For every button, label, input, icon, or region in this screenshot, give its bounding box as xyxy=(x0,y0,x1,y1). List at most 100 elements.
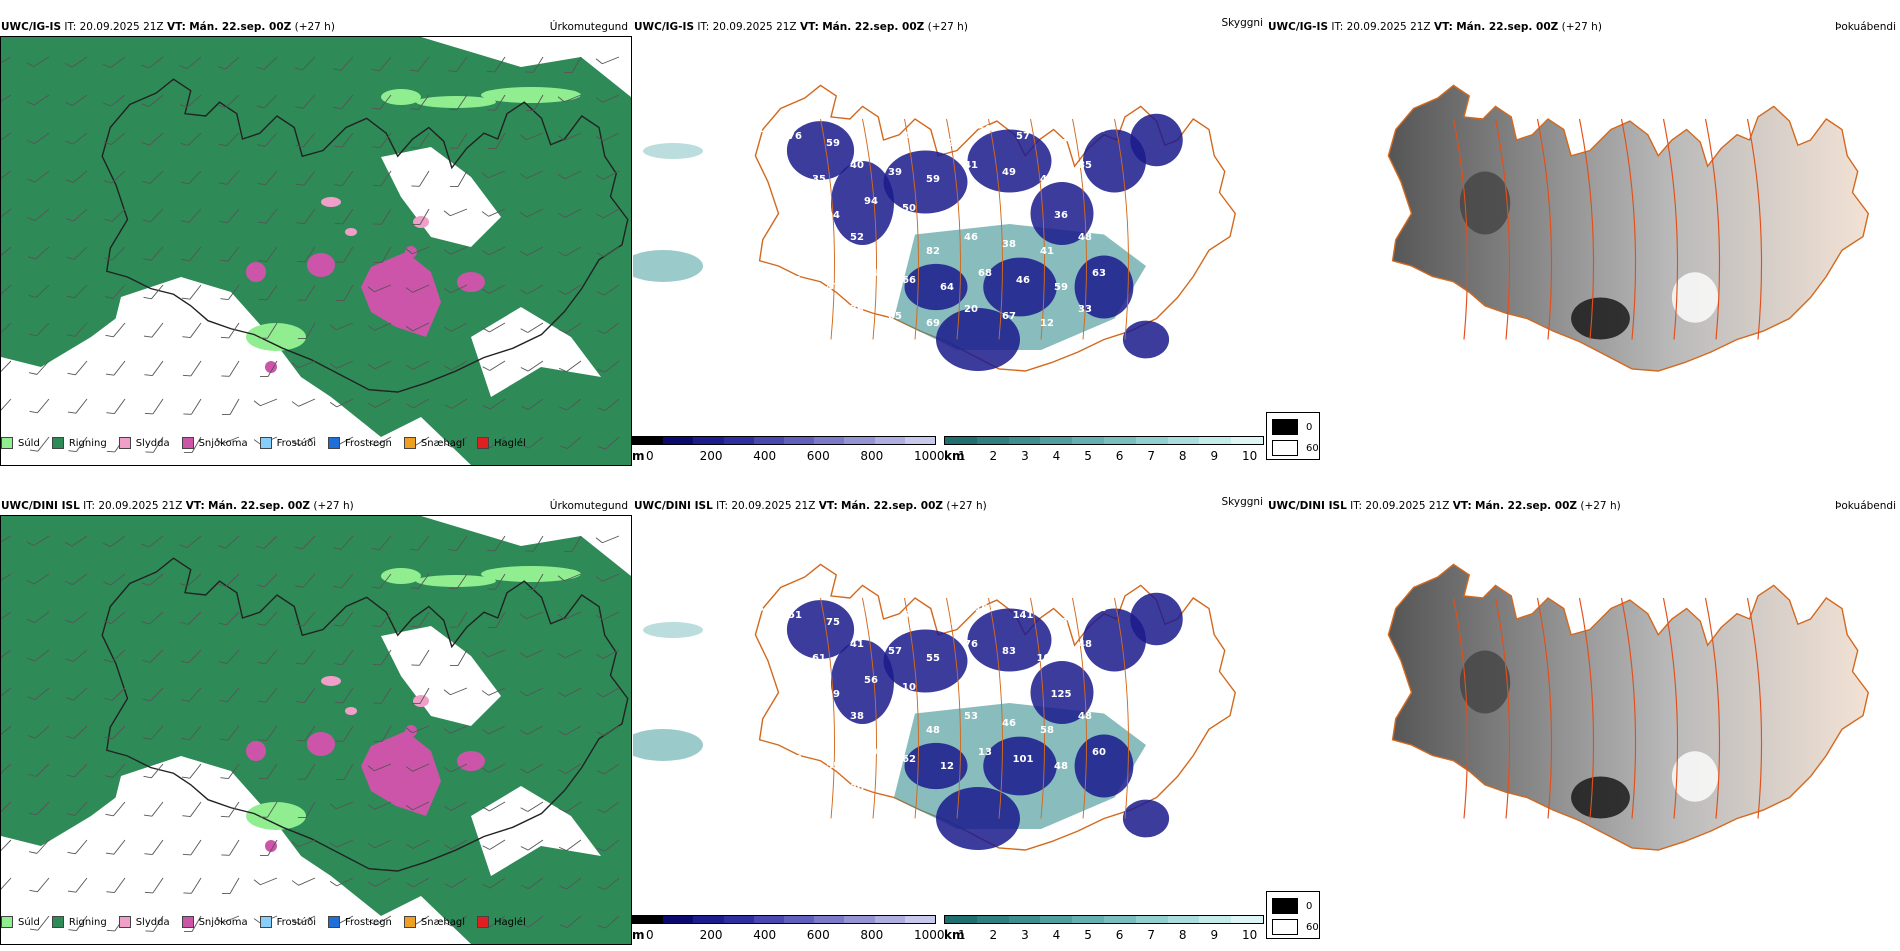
precip-panel-top: UWC/IG-IS IT: 20.09.2025 21Z VT: Mán. 22… xyxy=(0,14,632,466)
colorbar-tick-label: 1 xyxy=(958,449,966,463)
colorbar-tick-label: 2 xyxy=(989,928,998,942)
cloud-base-label: 47 xyxy=(774,718,788,729)
cloud-base-label: 75 xyxy=(826,617,840,628)
legend-swatch xyxy=(477,437,490,449)
legend-swatch xyxy=(1,916,13,928)
colorbar-tick-label: 800 xyxy=(860,449,884,463)
cloud-map: 94 56 67 46 42 58 45 47 72 116 63 51 75 62 68 105 103 141… xyxy=(633,515,1265,915)
cloud-base-label: 94 xyxy=(864,196,878,207)
precip-type-map xyxy=(0,37,631,465)
panel-title: UWC/IG-IS IT: 20.09.2025 21Z VT: Mán. 22… xyxy=(1,21,335,33)
legend-label: Snæhagl xyxy=(420,916,466,928)
cloud-base-label: 42 xyxy=(1002,95,1016,106)
cloud-base-label: 97 xyxy=(1054,138,1068,149)
cloud-base-label: 56 xyxy=(864,675,878,686)
fog-legend-row: 60 xyxy=(1272,919,1319,935)
legend-label: Rigning xyxy=(68,916,107,928)
cloud-base-label: 44 xyxy=(736,711,750,722)
cloud-base-label: 62 xyxy=(826,354,840,365)
cloud-base-label: 70 xyxy=(864,124,878,135)
cloud-base-label: 103 xyxy=(975,603,996,614)
fog-index-map xyxy=(1266,36,1900,436)
cloud-base-label: 48 xyxy=(1078,232,1092,243)
colorbar-bin xyxy=(663,916,694,923)
legend-swatch xyxy=(403,916,416,928)
colorbar-tick-label: 3 xyxy=(1021,928,1029,942)
cloud-base-label: 40 xyxy=(850,160,864,171)
colorbar-tick-label: 1 xyxy=(958,928,966,942)
cloud-base-label: 40 xyxy=(964,88,978,99)
colorbar-bin xyxy=(844,916,875,923)
cloud-base-label: 41 xyxy=(736,160,750,171)
colorbar-tick-label: 8 xyxy=(1178,449,1187,463)
cloud-base-label: 46 xyxy=(850,567,864,578)
cloud-base-unit: m xyxy=(632,928,645,942)
cloud-base-label: 109 xyxy=(785,203,806,214)
cloud-base-label: 307 xyxy=(747,340,768,351)
precip-map xyxy=(0,36,632,466)
cloud-base-label: 78 xyxy=(1092,675,1106,686)
legend-swatch xyxy=(328,916,340,928)
colorbar-bin xyxy=(844,437,875,444)
colorbar-bin xyxy=(904,916,936,923)
panel-name: Skyggni xyxy=(1221,496,1264,508)
colorbar-bin xyxy=(1103,916,1136,923)
cloud-base-label: 47 xyxy=(826,282,840,293)
fog-legend-row: 0 xyxy=(1272,419,1312,435)
colorbar-bin xyxy=(1135,437,1168,444)
cloud-base-label: 45 xyxy=(774,646,788,657)
fog-legend-value: 0 xyxy=(1306,900,1313,912)
cloud-base-label: 59 xyxy=(826,138,840,149)
colorbar-tick-label: 800 xyxy=(860,928,884,942)
colorbar-tick-label: 4 xyxy=(1052,449,1061,463)
cloud-base-label: 48 xyxy=(1078,639,1092,650)
colorbar-bin xyxy=(1103,437,1136,444)
colorbar-bin xyxy=(723,437,754,444)
colorbar-tick-label: 4 xyxy=(1052,928,1061,942)
legend-item: Súld xyxy=(1,437,40,449)
cloud-base-label: 69 xyxy=(864,747,878,758)
colorbar-tick-label: 0 xyxy=(646,449,654,463)
colorbar-bin xyxy=(874,916,905,923)
legend-item: Súld xyxy=(1,916,40,928)
cloud-base-label: 49 xyxy=(1002,167,1016,178)
cloud-base-label: 68 xyxy=(902,610,916,621)
fog-index-map xyxy=(1266,515,1900,915)
precip-map xyxy=(0,515,632,945)
cloud-base-label: 46 xyxy=(1016,275,1030,286)
cloud-base-label: 60 xyxy=(788,682,802,693)
cloud-base-label: 48 xyxy=(788,754,802,765)
cloud-base-label: 38 xyxy=(850,711,864,722)
cloud-base-label: 76 xyxy=(788,131,802,142)
legend-label: Slydda xyxy=(135,916,170,928)
colorbar-tick-label: 200 xyxy=(699,928,723,942)
cloud-base-map: 02 60 59 62 64 48 40 42 55 58 51 76 59 70 43 92 50 57 97 66… xyxy=(633,36,1265,436)
fog-panel-top: UWC/IG-IS IT: 20.09.2025 21Z VT: Mán. 22… xyxy=(1266,14,1900,466)
cloud-base-label: 50 xyxy=(978,124,992,135)
legend-label: Súld xyxy=(18,437,40,449)
cloud-base-unit: m xyxy=(632,449,645,463)
cloud-base-label: 60 xyxy=(978,196,992,207)
cloud-base-label: 69 xyxy=(926,318,940,329)
cloud-panel-bottom: UWC/DINI ISL IT: 20.09.2025 21Z VT: Mán.… xyxy=(633,493,1265,945)
cloud-base-label: 64 xyxy=(888,95,902,106)
legend-swatch xyxy=(181,916,194,928)
fog-legend-value: 60 xyxy=(1306,921,1319,933)
cloud-base-label: 55 xyxy=(926,653,940,664)
cloud-base-label: 51 xyxy=(788,610,802,621)
colorbar-bin xyxy=(904,437,936,444)
cloud-base-label: 66 xyxy=(1092,124,1106,135)
colorbar-bin xyxy=(1231,916,1263,923)
cloud-base-label: 48 xyxy=(926,102,940,113)
cloud-base-label: 60 xyxy=(1092,747,1106,758)
cloud-base-label: 51 xyxy=(750,747,764,758)
cloud-base-label: 13 xyxy=(978,747,992,758)
precip-legend: Súld Rigning Slydda Snjókoma Frostúði Frostre… xyxy=(1,437,538,449)
legend-item: Frostregn xyxy=(328,437,392,449)
legend-item: Frostúði xyxy=(259,916,316,928)
cloud-base-label: 102 xyxy=(771,167,792,178)
colorbar-tick-label: 1000 xyxy=(914,449,945,463)
colorbar-bin xyxy=(784,437,815,444)
cloud-base-map: 94 56 67 46 42 58 45 47 72 116 63 51 75 62 68 105 103 141… xyxy=(633,515,1265,915)
legend-swatch xyxy=(181,437,194,449)
